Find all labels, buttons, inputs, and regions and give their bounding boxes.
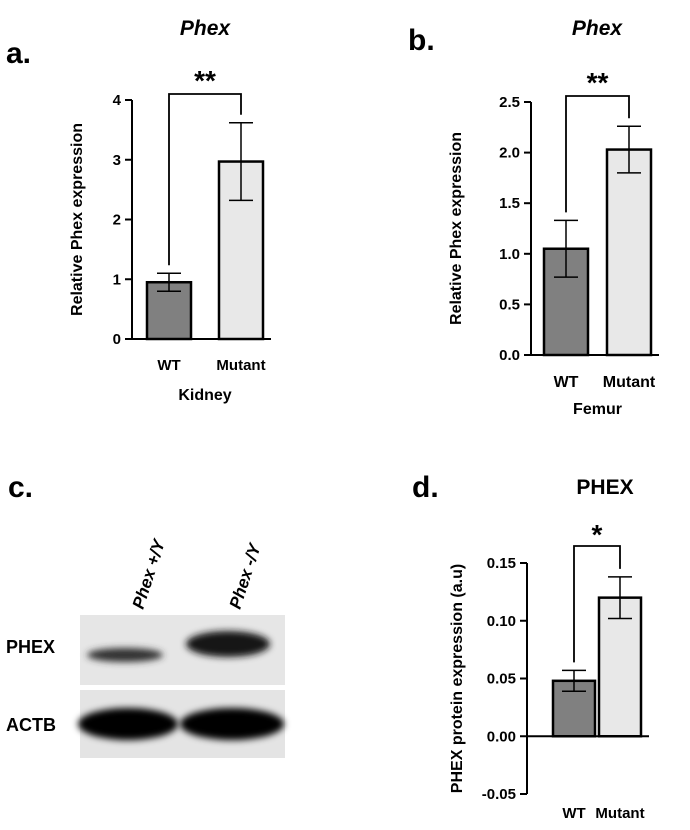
y-tick-label: 0.10 [487, 613, 516, 630]
panel-label-a: a. [6, 37, 31, 70]
chart-femur: 0.0 0.5 1.0 1.5 2.0 2.5 WT Mutant Femur Relative … [448, 67, 659, 418]
blot-band-actb-mutant [180, 708, 284, 740]
y-tick-label: 2 [113, 212, 121, 229]
bar-wt [551, 679, 597, 738]
category-label-mutant: Mutant [603, 374, 656, 391]
category-label-wt: WT [562, 805, 585, 822]
x-axis-title: Kidney [178, 387, 231, 404]
lane-label-1: Phex +/Y [129, 536, 170, 611]
blot-band-actb-wt [78, 708, 178, 740]
significance-bracket [565, 95, 630, 213]
panel-label-c: c. [8, 471, 33, 504]
y-tick-label: 1 [113, 271, 121, 288]
chart-kidney: 0 1 2 3 4 WT Mutant Kidney Relative Phex express… [69, 65, 271, 404]
blot-band-phex-wt [87, 648, 163, 662]
y-tick-label: 1.0 [499, 246, 520, 263]
y-tick-label: 4 [113, 92, 122, 109]
bar-mutant [605, 148, 653, 357]
y-tick-label: 2.0 [499, 145, 520, 162]
y-tick-label: 0.00 [487, 728, 516, 745]
y-axis-title: Relative Phex expression [448, 132, 465, 325]
significance-bracket [168, 93, 242, 266]
y-tick-label: 0 [113, 331, 121, 348]
y-tick-label: 1.5 [499, 195, 520, 212]
significance-stars: * [592, 519, 603, 550]
panel-label-b: b. [408, 24, 435, 57]
y-tick-label: -0.05 [482, 786, 516, 803]
panel-title-d: PHEX [576, 476, 633, 499]
y-axis-title: PHEX protein expression (a.u) [449, 564, 466, 793]
bar-wt [542, 247, 590, 357]
x-axis-title: Femur [573, 401, 622, 418]
chart-phex-protein: -0.05 0.00 0.05 0.10 0.15 WT Mutant PHEX protei… [449, 519, 649, 822]
lane-label-2: Phex -/Y [226, 540, 265, 611]
panel-label-d: d. [412, 471, 439, 504]
panel-title-b: Phex [572, 17, 624, 40]
y-tick-label: 0.05 [487, 671, 516, 688]
y-axis-title: Relative Phex expression [69, 123, 86, 316]
significance-bracket [573, 545, 621, 663]
western-blot: Phex +/Y Phex -/Y PHEX ACTB [6, 536, 285, 758]
panel-title-a: Phex [180, 17, 232, 40]
category-label-mutant: Mutant [216, 357, 265, 374]
category-label-mutant: Mutant [595, 805, 644, 822]
blot-row-label-actb: ACTB [6, 715, 56, 735]
significance-stars: ** [587, 67, 609, 98]
y-tick-label: 0.15 [487, 555, 516, 572]
category-label-wt: WT [554, 374, 579, 391]
blot-row-label-phex: PHEX [6, 637, 55, 657]
y-tick-label: 3 [113, 152, 121, 169]
significance-stars: ** [194, 65, 216, 96]
category-label-wt: WT [157, 357, 180, 374]
y-tick-label: 0.0 [499, 347, 520, 364]
y-tick-label: 2.5 [499, 94, 520, 111]
blot-band-phex-mutant [186, 631, 270, 657]
y-tick-label: 0.5 [499, 296, 520, 313]
